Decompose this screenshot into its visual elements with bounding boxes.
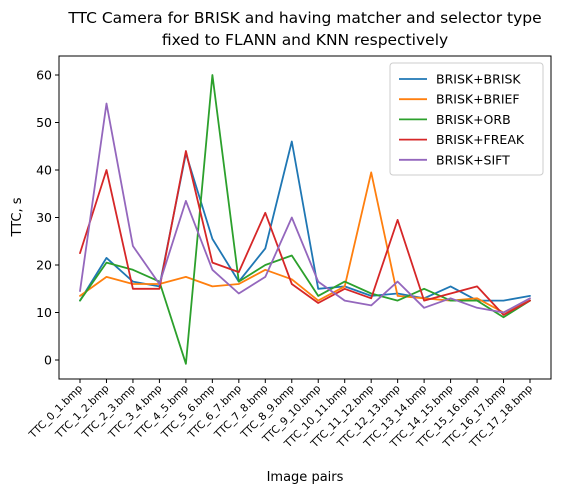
y-tick-label: 10 <box>36 305 52 320</box>
x-axis-label: Image pairs <box>267 470 344 485</box>
plot-frame <box>58 55 552 380</box>
y-axis-label: TTC, s <box>10 197 25 237</box>
series-line-brisk-freak <box>79 150 531 316</box>
legend-entry-label: BRISK+BRIEF <box>436 92 520 107</box>
legend-entry-label: BRISK+BRISK <box>436 72 521 87</box>
y-tick-label: 30 <box>36 210 52 225</box>
legend-entry-label: BRISK+FREAK <box>436 132 525 147</box>
y-tick-label: 60 <box>36 68 52 83</box>
chart-title-line-2: fixed to FLANN and KNN respectively <box>162 31 448 49</box>
legend-entry-label: BRISK+ORB <box>436 112 511 127</box>
chart-title-line-1: TTC Camera for BRISK and having matcher … <box>67 9 541 27</box>
y-tick-label: 50 <box>36 115 52 130</box>
y-tick-label: 0 <box>44 353 52 368</box>
legend-entry-label: BRISK+SIFT <box>436 152 510 167</box>
legend-box <box>389 62 544 176</box>
y-tick-label: 40 <box>36 163 52 178</box>
legend: BRISK+BRISK BRISK+BRIEF BRISK+ORB BRISK+FRE… <box>389 62 544 176</box>
y-tick-label: 20 <box>36 258 52 273</box>
series-line-brisk-brisk <box>79 140 531 302</box>
series-line-brisk-sift <box>79 102 531 314</box>
